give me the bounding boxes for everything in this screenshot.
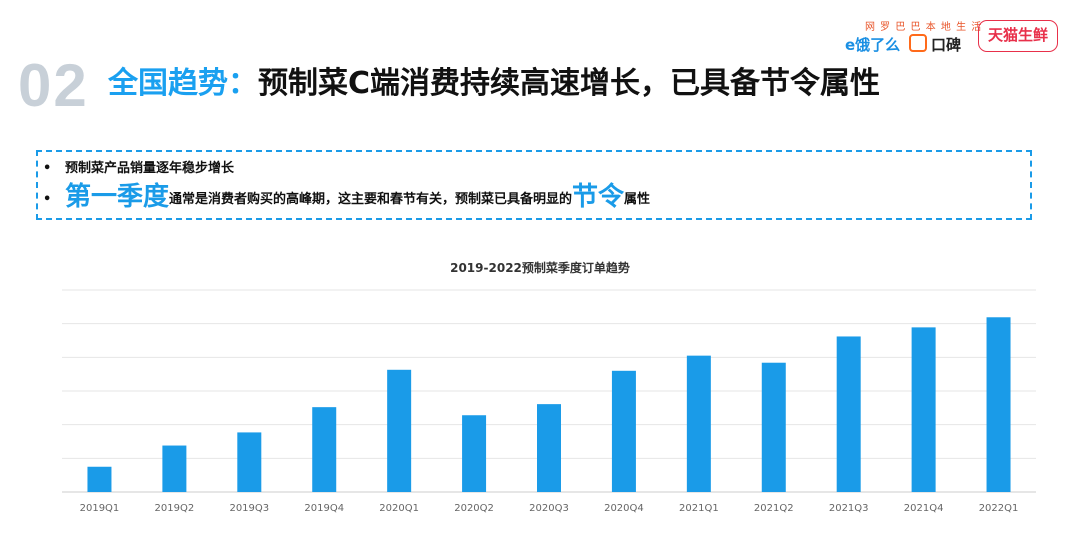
page-title: 全国趋势：预制菜C端消费持续高速增长，已具备节令属性 (108, 66, 880, 102)
x-tick-label: 2020Q2 (454, 503, 494, 514)
x-tick-label: 2020Q4 (604, 503, 644, 514)
bar-2021q4 (911, 327, 936, 492)
key-points-box: • 预制菜产品销量逐年稳步增长 • 第一季度通常是消费者购买的高峰期，这主要和春节有… (36, 150, 1032, 220)
highlight-seasonal: 节令 (572, 182, 625, 212)
bullet-dot: • (43, 192, 52, 207)
bar-2020q2 (462, 415, 487, 492)
tmall-fresh-logo: 天猫生鲜 (978, 20, 1058, 52)
chart-title: 2019-2022预制菜季度订单趋势 (450, 260, 630, 275)
bar-2019q3 (237, 432, 262, 492)
bullet-dot: • (43, 161, 52, 176)
x-tick-label: 2021Q3 (829, 503, 869, 514)
bullet-text-2-end: 属性 (624, 192, 651, 207)
title-text: 预制菜C端消费持续高速增长，已具备节令属性 (258, 66, 881, 101)
bullet-point-1: • 预制菜产品销量逐年稳步增长 (43, 157, 234, 176)
x-tick-label: 2020Q3 (529, 503, 569, 514)
bar-2019q2 (162, 445, 187, 492)
bar-2021q3 (836, 336, 861, 492)
section-number: 02 (18, 52, 89, 119)
x-tick-label: 2021Q1 (679, 503, 719, 514)
bar-2020q1 (387, 369, 412, 492)
bar-2019q1 (87, 466, 112, 492)
bullet-text-1: 预制菜产品销量逐年稳步增长 (65, 161, 235, 176)
title-accent: 全国趋势： (108, 66, 258, 101)
bar-2021q1 (686, 355, 711, 492)
bar-2022q1 (986, 317, 1011, 492)
x-tick-label: 2021Q4 (904, 503, 944, 514)
alibaba-local-life-slogan: 网 罗 巴 巴 本 地 生 活 (865, 22, 983, 33)
x-tick-label: 2020Q1 (379, 503, 419, 514)
x-tick-label: 2021Q2 (754, 503, 794, 514)
partner-logos: 网 罗 巴 巴 本 地 生 活 e饿了么 口碑 天猫生鲜 (845, 14, 1060, 58)
bar-2021q2 (761, 362, 786, 492)
bar-2020q3 (537, 404, 561, 492)
bar-2020q4 (611, 370, 636, 492)
quarterly-orders-chart: 2019-2022预制菜季度订单趋势 2019Q1 2019Q2 2019Q3 201… (62, 260, 1036, 514)
x-tick-label: 2019Q4 (304, 503, 344, 514)
koubei-logo-icon (909, 34, 927, 52)
x-tick-label: 2019Q3 (229, 503, 269, 514)
bullet-text-2: 通常是消费者购买的高峰期，这主要和春节有关，预制菜已具备明显的 (169, 192, 573, 207)
x-tick-label: 2019Q1 (80, 503, 120, 514)
eleme-logo: e饿了么 (845, 36, 901, 54)
bullet-point-2: • 第一季度通常是消费者购买的高峰期，这主要和春节有关，预制菜已具备明显的节令属性 (43, 176, 650, 213)
bar-2019q4 (312, 407, 337, 492)
highlight-first-quarter: 第一季度 (65, 182, 170, 212)
x-tick-label: 2022Q1 (979, 503, 1019, 514)
x-tick-label: 2019Q2 (155, 503, 195, 514)
koubei-logo: 口碑 (931, 36, 962, 54)
